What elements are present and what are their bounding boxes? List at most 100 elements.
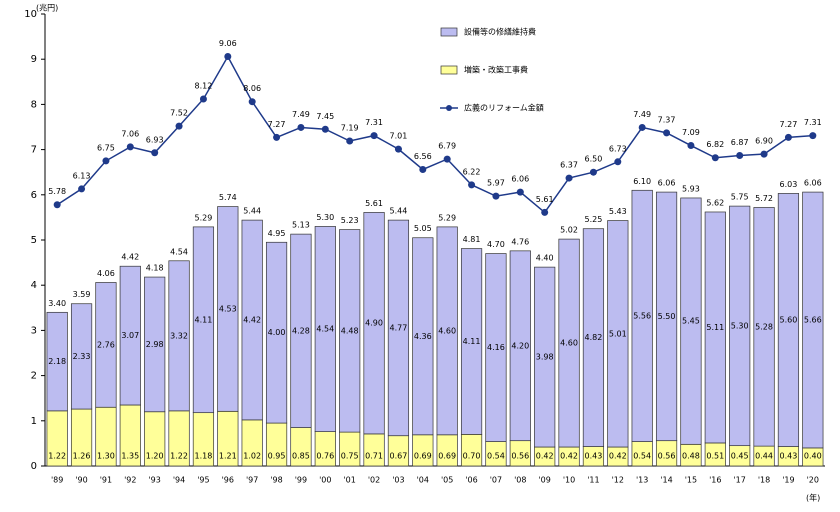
y-tick-label: 6 <box>31 190 37 201</box>
value-label: 4.82 <box>585 333 603 342</box>
x-tick-label: '93 <box>148 476 160 485</box>
line-point <box>443 155 451 163</box>
bar-segment <box>655 191 678 442</box>
bar-segment <box>729 205 751 447</box>
y-tick-label: 10 <box>24 9 37 20</box>
value-label: 0.54 <box>633 452 651 461</box>
value-label: 0.43 <box>585 452 603 461</box>
x-tick-label: '08 <box>514 476 526 485</box>
total-label: 5.30 <box>316 213 334 222</box>
line-point <box>126 143 134 151</box>
value-label: 7.27 <box>268 120 286 129</box>
total-label: 5.62 <box>706 198 724 207</box>
x-tick-label: '14 <box>660 476 672 485</box>
value-label: 5.01 <box>609 329 627 338</box>
bar-segment <box>363 433 385 467</box>
value-label: 0.56 <box>658 452 676 461</box>
line-point <box>516 188 524 196</box>
total-label: 5.44 <box>243 207 261 216</box>
x-tick-label: '19 <box>782 476 794 485</box>
total-label: 5.25 <box>585 215 603 224</box>
value-label: 5.56 <box>633 311 651 320</box>
value-label: 6.79 <box>438 142 456 151</box>
bar-segment <box>460 434 483 467</box>
bar-segment <box>119 265 141 406</box>
value-label: 6.75 <box>97 143 115 152</box>
bar-segment <box>412 434 434 467</box>
x-tick-label: '91 <box>100 476 112 485</box>
y-tick-label: 3 <box>31 325 37 336</box>
bar-segment <box>558 238 580 448</box>
bar-segment <box>436 226 458 436</box>
total-label: 5.74 <box>219 193 237 202</box>
line-point <box>78 185 86 193</box>
legend-label: 増築・改築工事費 <box>464 65 528 75</box>
value-label: 0.70 <box>463 452 481 461</box>
bar-segment <box>607 220 629 448</box>
value-label: 8.12 <box>195 81 213 90</box>
total-label: 5.02 <box>560 226 578 235</box>
value-label: 7.01 <box>390 132 408 141</box>
total-label: 6.10 <box>633 177 651 186</box>
value-label: 0.56 <box>511 452 529 461</box>
value-label: 5.61 <box>536 195 554 204</box>
x-tick-label: '00 <box>319 476 331 485</box>
value-label: 4.42 <box>243 316 261 325</box>
x-tick-label: '09 <box>538 476 550 485</box>
bar-segment <box>290 233 312 428</box>
line-point <box>760 150 768 158</box>
value-label: 7.45 <box>316 112 334 121</box>
bar-segment <box>680 197 702 445</box>
bar-segment <box>582 228 605 447</box>
value-label: 0.54 <box>487 452 505 461</box>
value-label: 7.27 <box>780 120 798 129</box>
value-label: 6.56 <box>414 152 432 161</box>
value-label: 6.13 <box>73 171 91 180</box>
value-label: 4.60 <box>438 326 456 335</box>
bar-segment <box>509 250 531 442</box>
value-label: 7.52 <box>170 109 188 118</box>
line-point <box>541 208 549 216</box>
bar-segment <box>485 253 507 442</box>
line-point <box>224 52 232 60</box>
x-tick-label: '18 <box>758 476 770 485</box>
x-tick-label: '16 <box>709 476 721 485</box>
bar-segment <box>387 219 410 437</box>
bar-segment <box>631 189 653 442</box>
value-label: 7.49 <box>292 110 310 119</box>
value-label: 0.45 <box>731 452 749 461</box>
value-label: 0.71 <box>365 452 383 461</box>
y-tick-label: 8 <box>31 99 37 110</box>
value-label: 1.18 <box>195 452 213 461</box>
line-point <box>321 125 329 133</box>
total-label: 5.05 <box>414 224 432 233</box>
value-label: 6.82 <box>706 140 724 149</box>
y-tick-label: 1 <box>31 416 37 427</box>
total-label: 4.18 <box>146 264 164 273</box>
bar-segment <box>70 303 93 410</box>
value-label: 2.76 <box>97 340 115 349</box>
value-label: 5.78 <box>48 187 66 196</box>
total-label: 5.72 <box>755 194 773 203</box>
x-tick-label: '92 <box>124 476 136 485</box>
bar-segment <box>802 191 824 449</box>
value-label: 1.30 <box>97 452 115 461</box>
value-label: 8.06 <box>243 84 261 93</box>
line-point <box>346 137 354 145</box>
y-tick-label: 0 <box>31 461 37 472</box>
line-point <box>492 192 500 200</box>
unit-label: (兆円) <box>36 3 58 13</box>
total-label: 4.95 <box>268 229 286 238</box>
value-label: 4.54 <box>316 325 334 334</box>
line-point <box>394 145 402 153</box>
line-point <box>370 132 378 140</box>
bar-segment <box>339 229 361 433</box>
line-point <box>589 168 597 176</box>
x-tick-label: '98 <box>270 476 282 485</box>
x-tick-label: '17 <box>733 476 745 485</box>
value-label: 1.22 <box>48 452 66 461</box>
line-point <box>273 133 281 141</box>
value-label: 3.32 <box>170 331 188 340</box>
x-unit-label: (年) <box>806 493 820 503</box>
value-label: 3.98 <box>536 353 554 362</box>
